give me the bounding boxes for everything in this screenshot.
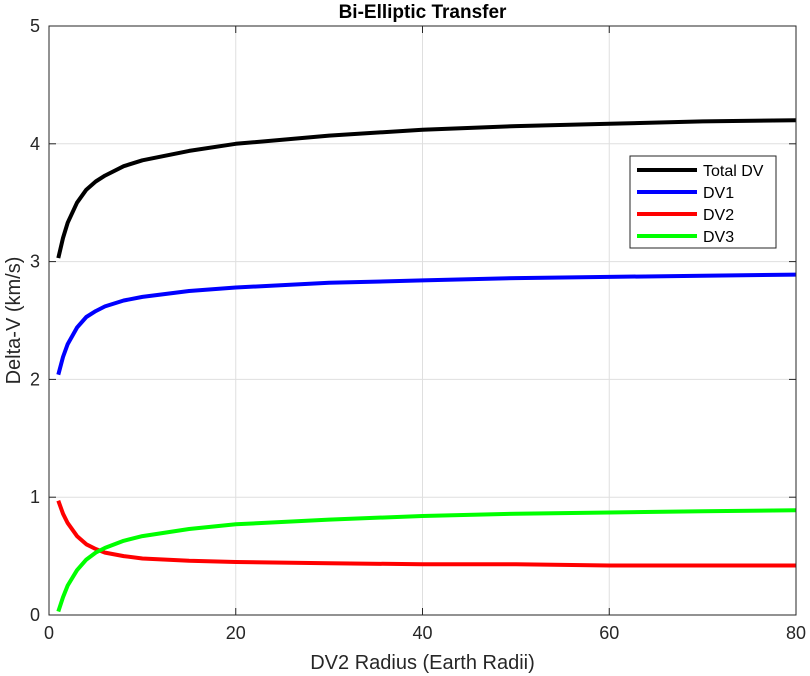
legend-entries: Total DV DV1 DV2 DV3 — [637, 163, 764, 246]
y-tick-label: 3 — [30, 252, 40, 272]
y-tick-label: 4 — [30, 134, 40, 154]
x-tick-label: 20 — [226, 623, 246, 643]
tick-labels: 0 20 40 60 80 0 1 2 3 4 5 — [30, 16, 806, 643]
series-line-total-dv — [56, 118, 797, 259]
x-tick-label: 60 — [599, 623, 619, 643]
legend-label: Total DV — [703, 163, 764, 180]
x-axis-label: DV2 Radius (Earth Radii) — [310, 652, 535, 674]
series-lines — [56, 118, 797, 613]
x-tick-label: 80 — [786, 623, 806, 643]
legend-label: DV2 — [703, 207, 734, 224]
y-tick-label: 0 — [30, 605, 40, 625]
y-tick-label: 2 — [30, 369, 40, 389]
x-tick-label: 40 — [412, 623, 432, 643]
y-tick-label: 1 — [30, 487, 40, 507]
legend-label: DV1 — [703, 185, 734, 202]
y-axis-label: Delta-V (km/s) — [3, 257, 25, 385]
series-line-dv2 — [56, 500, 796, 568]
x-tick-label: 0 — [44, 623, 54, 643]
y-tick-label: 5 — [30, 16, 40, 36]
chart-title: Bi-Elliptic Transfer — [339, 2, 507, 23]
legend: Total DV DV1 DV2 DV3 — [629, 155, 777, 249]
series-line-dv3 — [56, 508, 797, 613]
legend-label: DV3 — [703, 229, 734, 246]
series-line-dv1 — [56, 272, 797, 376]
